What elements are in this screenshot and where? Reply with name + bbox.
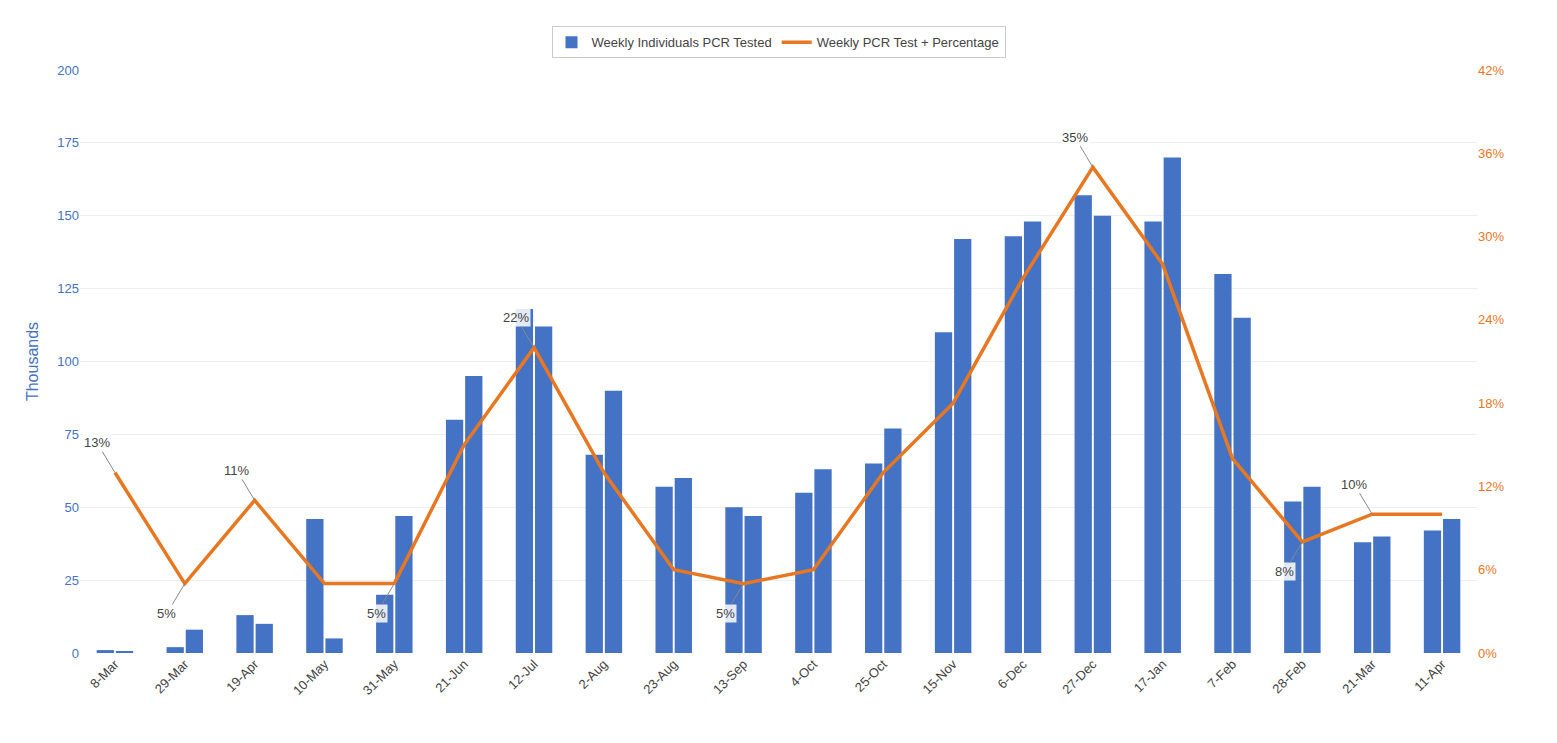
svg-text:28-Feb: 28-Feb <box>1269 657 1309 697</box>
svg-text:100: 100 <box>57 354 79 369</box>
svg-text:23-Aug: 23-Aug <box>640 657 680 697</box>
svg-text:21-Jun: 21-Jun <box>432 657 471 696</box>
svg-text:17-Jan: 17-Jan <box>1131 657 1170 696</box>
svg-text:Thousands: Thousands <box>24 322 41 401</box>
svg-text:5%: 5% <box>716 606 735 621</box>
svg-text:31-May: 31-May <box>360 656 402 698</box>
svg-text:21-Mar: 21-Mar <box>1339 656 1379 696</box>
svg-text:13-Sep: 13-Sep <box>710 657 750 697</box>
svg-text:18%: 18% <box>1478 396 1504 411</box>
svg-text:11-Apr: 11-Apr <box>1411 656 1449 694</box>
svg-text:35%: 35% <box>1062 130 1088 145</box>
svg-text:12-Jul: 12-Jul <box>505 657 541 693</box>
svg-text:0%: 0% <box>1478 646 1497 661</box>
svg-text:0: 0 <box>72 646 79 661</box>
svg-text:5%: 5% <box>367 606 386 621</box>
svg-text:5%: 5% <box>157 606 176 621</box>
svg-text:175: 175 <box>57 135 79 150</box>
svg-text:42%: 42% <box>1478 63 1504 78</box>
svg-text:19-Apr: 19-Apr <box>223 656 262 695</box>
svg-text:25: 25 <box>65 573 79 588</box>
svg-text:Weekly PCR Test + Percentage: Weekly PCR Test + Percentage <box>817 35 999 50</box>
svg-text:6%: 6% <box>1478 562 1497 577</box>
svg-text:125: 125 <box>57 281 79 296</box>
svg-text:24%: 24% <box>1478 312 1504 327</box>
svg-text:7-Feb: 7-Feb <box>1205 657 1240 692</box>
svg-text:15-Nov: 15-Nov <box>920 656 961 697</box>
svg-text:27-Dec: 27-Dec <box>1059 656 1100 697</box>
svg-text:4-Oct: 4-Oct <box>787 656 820 689</box>
svg-text:10%: 10% <box>1341 477 1367 492</box>
svg-text:30%: 30% <box>1478 229 1504 244</box>
svg-text:Weekly Individuals PCR Tested: Weekly Individuals PCR Tested <box>592 35 772 50</box>
svg-text:36%: 36% <box>1478 146 1504 161</box>
svg-text:12%: 12% <box>1478 479 1504 494</box>
svg-text:150: 150 <box>57 208 79 223</box>
svg-text:75: 75 <box>65 427 79 442</box>
svg-text:6-Dec: 6-Dec <box>995 656 1030 691</box>
svg-text:2-Aug: 2-Aug <box>575 657 610 692</box>
svg-text:50: 50 <box>65 500 79 515</box>
svg-text:8-Mar: 8-Mar <box>87 656 122 691</box>
svg-text:10-May: 10-May <box>290 656 332 698</box>
svg-text:22%: 22% <box>503 310 529 325</box>
svg-text:8%: 8% <box>1275 564 1294 579</box>
svg-text:13%: 13% <box>84 435 110 450</box>
svg-text:11%: 11% <box>224 463 249 478</box>
svg-text:25-Oct: 25-Oct <box>852 656 890 694</box>
svg-text:200: 200 <box>57 63 79 78</box>
svg-text:29-Mar: 29-Mar <box>152 656 192 696</box>
